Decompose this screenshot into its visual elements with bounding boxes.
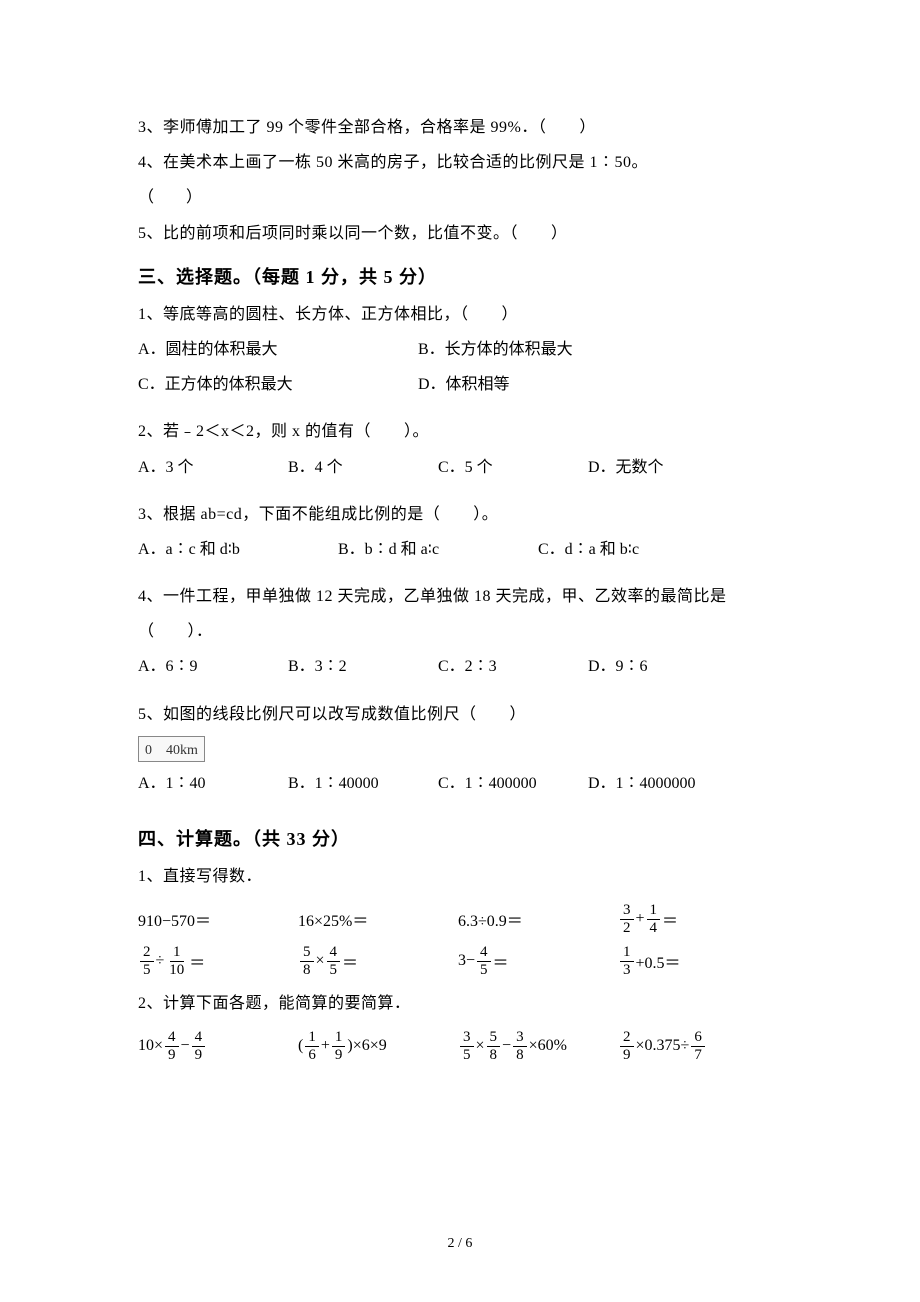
frac: 38 bbox=[513, 1029, 527, 1063]
s3-q1-text: 1、等底等高的圆柱、长方体、正方体相比，（ ） bbox=[138, 297, 782, 332]
s3-q5-text: 5、如图的线段比例尺可以改写成数值比例尺（ ） bbox=[138, 697, 782, 732]
s3-q5-optD: D．1∶4000000 bbox=[588, 766, 738, 801]
frac: 67 bbox=[691, 1029, 705, 1063]
s3-q1-optB: B．长方体的体积最大 bbox=[418, 332, 698, 367]
s4-q2-c1: 10× 49 − 49 bbox=[138, 1029, 298, 1063]
scale-ruler-icon: 0 40km bbox=[138, 736, 205, 762]
s3-q1-optD: D．体积相等 bbox=[418, 367, 698, 402]
frac: 49 bbox=[165, 1029, 179, 1063]
s3-q2-optC: C．5 个 bbox=[438, 450, 588, 485]
frac: 16 bbox=[305, 1029, 319, 1063]
frac: 25 bbox=[140, 944, 154, 978]
frac: 35 bbox=[460, 1029, 474, 1063]
frac: 19 bbox=[332, 1029, 346, 1063]
s4-q1-text: 1、直接写得数． bbox=[138, 859, 782, 894]
frac: 32 bbox=[620, 902, 634, 936]
frac: 45 bbox=[327, 944, 341, 978]
s4-q2-row: 10× 49 − 49 ( 16 + 19 )×6×9 35 × 58 − 38… bbox=[138, 1029, 782, 1063]
s3-q1-optC: C．正方体的体积最大 bbox=[138, 367, 418, 402]
frac: 58 bbox=[300, 944, 314, 978]
s4-q1-r2c1: 25 ÷ 110 ＝ bbox=[138, 944, 298, 978]
s4-q2-c3: 35 × 58 − 38 ×60% bbox=[458, 1029, 618, 1063]
s3-q2-optB: B．4 个 bbox=[288, 450, 438, 485]
s3-q2-optD: D．无数个 bbox=[588, 450, 738, 485]
frac: 45 bbox=[477, 944, 491, 978]
s3-q1-optA: A．圆柱的体积最大 bbox=[138, 332, 418, 367]
s3-q3-optC: C．d∶a 和 b∶c bbox=[538, 532, 738, 567]
s3-q5-optB: B．1∶40000 bbox=[288, 766, 438, 801]
s3-q3-opts: A．a∶c 和 d∶b B．b∶d 和 a∶c C．d∶a 和 b∶c bbox=[138, 532, 782, 567]
judgment-q3: 3、李师傅加工了 99 个零件全部合格，合格率是 99%．（ ） bbox=[138, 110, 782, 145]
judgment-q4-line1: 4、在美术本上画了一栋 50 米高的房子，比较合适的比例尺是 1∶50。 bbox=[138, 145, 782, 180]
page-footer: 2 / 6 bbox=[0, 1236, 920, 1252]
judgment-q5: 5、比的前项和后项同时乘以同一个数，比值不变。（ ） bbox=[138, 216, 782, 251]
s3-q4-optD: D．9∶6 bbox=[588, 649, 738, 684]
s4-q1-row2: 25 ÷ 110 ＝ 58 × 45 ＝ 3− 45 ＝ 13 +0.5＝ bbox=[138, 944, 782, 978]
s4-q1-row1: 910−570＝ 16×25%＝ 6.3÷0.9＝ 32 + 14 ＝ bbox=[138, 902, 782, 936]
s3-q5-opts: A．1∶40 B．1∶40000 C．1∶400000 D．1∶4000000 bbox=[138, 766, 782, 801]
frac: 110 bbox=[166, 944, 187, 978]
s3-q4-optA: A．6∶9 bbox=[138, 649, 288, 684]
s3-q4-optC: C．2∶3 bbox=[438, 649, 588, 684]
frac: 49 bbox=[192, 1029, 206, 1063]
s4-q1-r2c2: 58 × 45 ＝ bbox=[298, 944, 458, 978]
s3-q1-opts-row1: A．圆柱的体积最大 B．长方体的体积最大 bbox=[138, 332, 782, 367]
s3-q3-optA: A．a∶c 和 d∶b bbox=[138, 532, 338, 567]
page-content: 3、李师傅加工了 99 个零件全部合格，合格率是 99%．（ ） 4、在美术本上… bbox=[0, 0, 920, 1063]
s4-q1-r1c3: 6.3÷0.9＝ bbox=[458, 907, 618, 931]
s3-q2-optA: A．3 个 bbox=[138, 450, 288, 485]
judgment-q4-line2: （ ） bbox=[138, 180, 782, 215]
s4-q1-r1c1: 910−570＝ bbox=[138, 907, 298, 931]
s3-q3-optB: B．b∶d 和 a∶c bbox=[338, 532, 538, 567]
s3-q4-optB: B．3∶2 bbox=[288, 649, 438, 684]
s3-q4-text: 4、一件工程，甲单独做 12 天完成，乙单独做 18 天完成，甲、乙效率的最简比… bbox=[138, 579, 782, 649]
s3-q5-optA: A．1∶40 bbox=[138, 766, 288, 801]
s3-q2-text: 2、若﹣2＜x＜2，则 x 的值有（ ）。 bbox=[138, 414, 782, 449]
frac: 14 bbox=[647, 902, 661, 936]
section3-header: 三、选择题。（每题 1 分，共 5 分） bbox=[138, 263, 782, 289]
frac: 13 bbox=[620, 944, 634, 978]
s4-q2-text: 2、计算下面各题，能简算的要简算． bbox=[138, 986, 782, 1021]
s4-q2-c4: 29 ×0.375÷ 67 bbox=[618, 1029, 778, 1063]
s3-q1-opts-row2: C．正方体的体积最大 D．体积相等 bbox=[138, 367, 782, 402]
s3-q5-optC: C．1∶400000 bbox=[438, 766, 588, 801]
s4-q1-r1c2: 16×25%＝ bbox=[298, 907, 458, 931]
s4-q1-r2c4: 13 +0.5＝ bbox=[618, 944, 778, 978]
s4-q1-r2c3: 3− 45 ＝ bbox=[458, 944, 618, 978]
s3-q2-opts: A．3 个 B．4 个 C．5 个 D．无数个 bbox=[138, 450, 782, 485]
s4-q1-r1c4: 32 + 14 ＝ bbox=[618, 902, 778, 936]
frac: 58 bbox=[487, 1029, 501, 1063]
s3-q4-opts: A．6∶9 B．3∶2 C．2∶3 D．9∶6 bbox=[138, 649, 782, 684]
frac: 29 bbox=[620, 1029, 634, 1063]
s3-q3-text: 3、根据 ab=cd，下面不能组成比例的是（ ）。 bbox=[138, 497, 782, 532]
section4-header: 四、计算题。（共 33 分） bbox=[138, 825, 782, 851]
s4-q2-c2: ( 16 + 19 )×6×9 bbox=[298, 1029, 458, 1063]
